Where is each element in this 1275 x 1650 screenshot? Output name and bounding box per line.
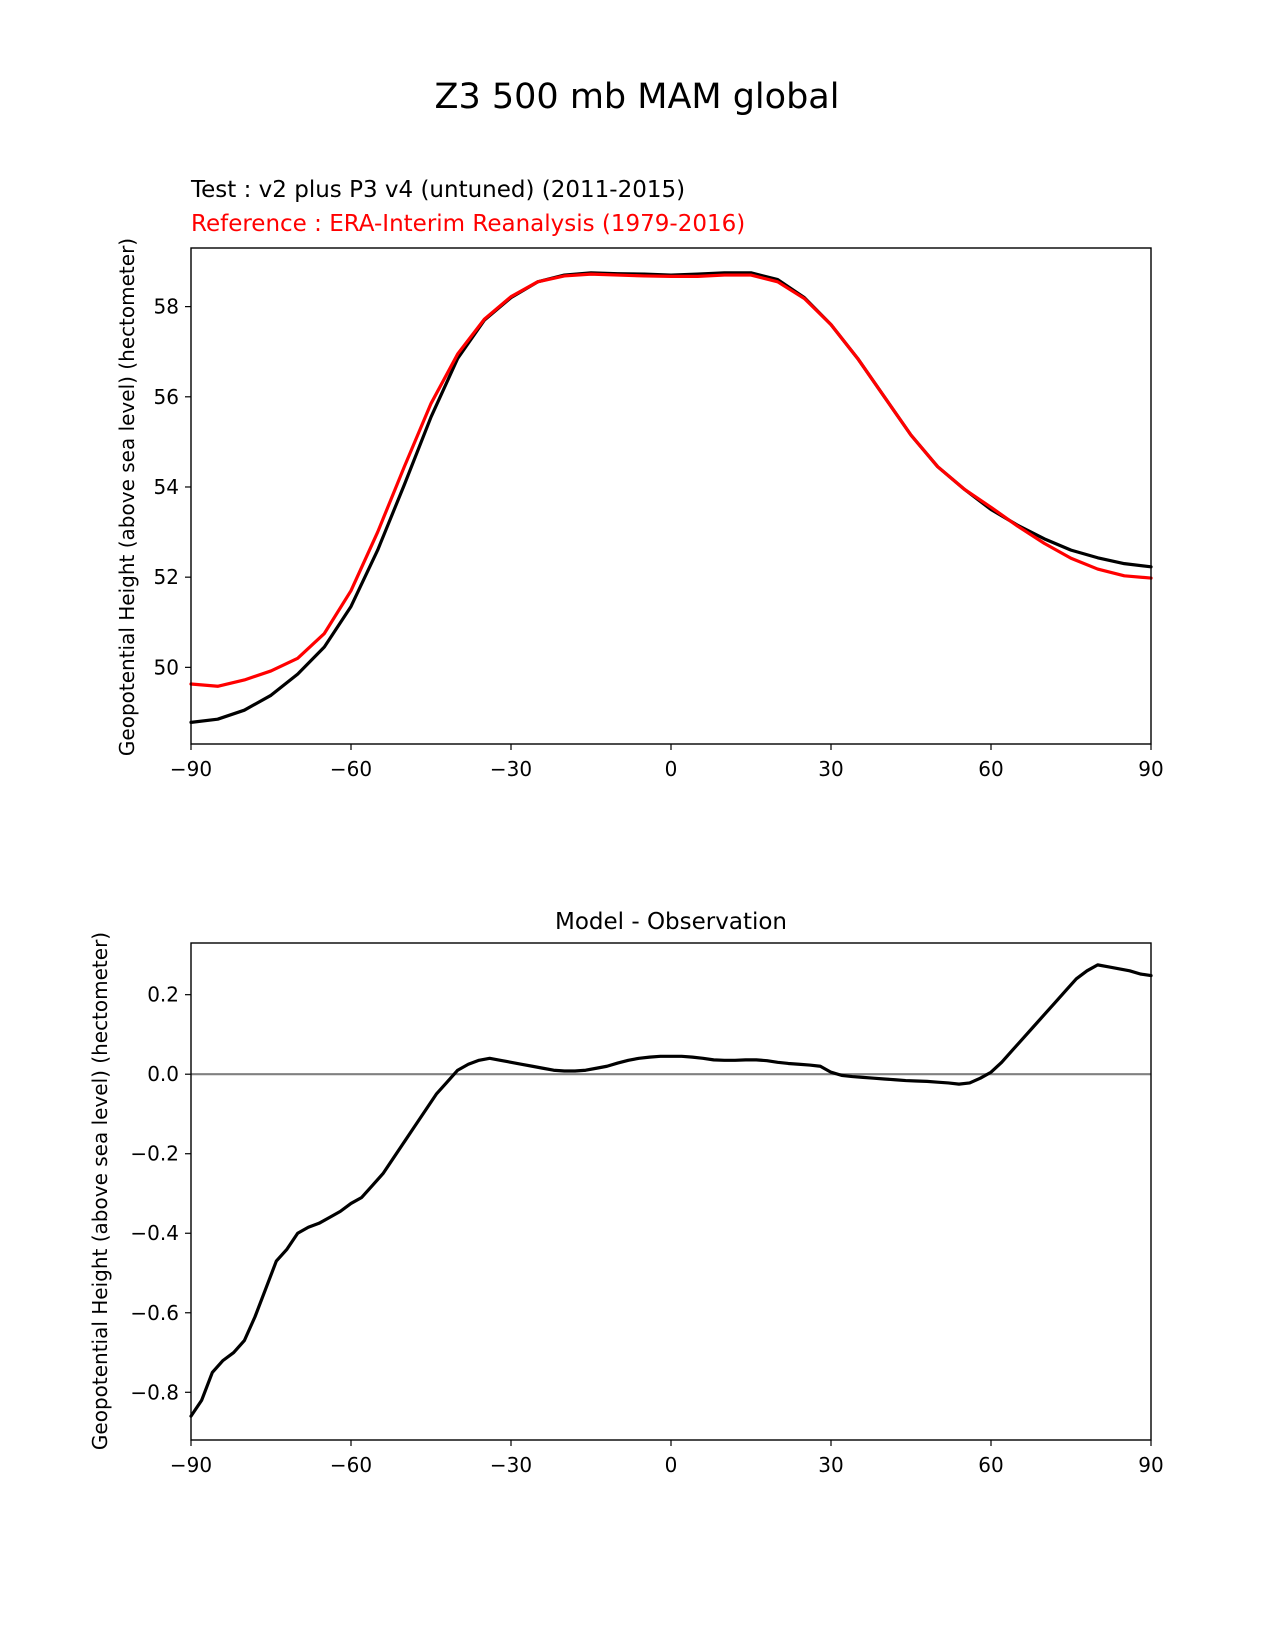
bottom-x-tick-label: 90 — [1138, 1453, 1163, 1477]
top-x-tick-label: 90 — [1138, 757, 1163, 781]
bottom-x-tick-label: −60 — [330, 1453, 372, 1477]
top-panel: Test : v2 plus P3 v4 (untuned) (2011-201… — [115, 177, 1164, 781]
test-label: Test : v2 plus P3 v4 (untuned) (2011-201… — [190, 177, 685, 203]
bottom-y-axis-label: Geopotential Height (above sea level) (h… — [88, 932, 112, 1450]
figure-title: Z3 500 mb MAM global — [435, 77, 840, 117]
top-y-tick-label: 54 — [154, 475, 179, 499]
top-x-tick-label: 60 — [978, 757, 1003, 781]
bottom-x-tick-label: −90 — [170, 1453, 212, 1477]
top-plot-frame — [190, 247, 1152, 745]
reference-label: Reference : ERA-Interim Reanalysis (1979… — [191, 211, 745, 237]
bottom-title: Model - Observation — [555, 909, 787, 935]
top-x-tick-label: 0 — [665, 757, 678, 781]
top-y-tick-label: 52 — [154, 565, 179, 589]
bottom-panel: Model - Observation Geopotential Height … — [88, 909, 1164, 1477]
top-series-line-reference — [189, 272, 1153, 688]
bottom-y-tick-label: 0.2 — [147, 983, 179, 1007]
bottom-y-tick-label: −0.2 — [130, 1142, 179, 1166]
bottom-axes-content: −90 −60 −30 0 30 60 90 −0.8 −0.6 −0.4 −0.2 0.0 0.2 — [130, 963, 1164, 1477]
top-y-tick-label: 58 — [154, 295, 179, 319]
top-x-tick-label: 30 — [818, 757, 843, 781]
bottom-y-tick-label: −0.8 — [130, 1380, 179, 1404]
top-y-axis-label: Geopotential Height (above sea level) (h… — [115, 238, 139, 756]
top-axes-content: −90 −60 −30 0 30 60 90 50 52 54 56 58 — [154, 271, 1164, 781]
bottom-plot-frame — [190, 942, 1152, 1441]
top-x-tick-label: −60 — [330, 757, 372, 781]
top-y-tick-label: 50 — [154, 655, 179, 679]
top-y-tick-label: 56 — [154, 385, 179, 409]
bottom-x-tick-label: 0 — [665, 1453, 678, 1477]
bottom-y-tick-label: −0.4 — [130, 1221, 179, 1245]
bottom-x-tick-label: −30 — [490, 1453, 532, 1477]
bottom-y-tick-label: 0.0 — [147, 1062, 179, 1086]
bottom-y-tick-label: −0.6 — [130, 1301, 179, 1325]
bottom-series-line-model-observation — [189, 963, 1153, 1418]
bottom-x-tick-label: 60 — [978, 1453, 1003, 1477]
top-x-tick-label: −90 — [170, 757, 212, 781]
top-x-tick-label: −30 — [490, 757, 532, 781]
bottom-x-tick-label: 30 — [818, 1453, 843, 1477]
